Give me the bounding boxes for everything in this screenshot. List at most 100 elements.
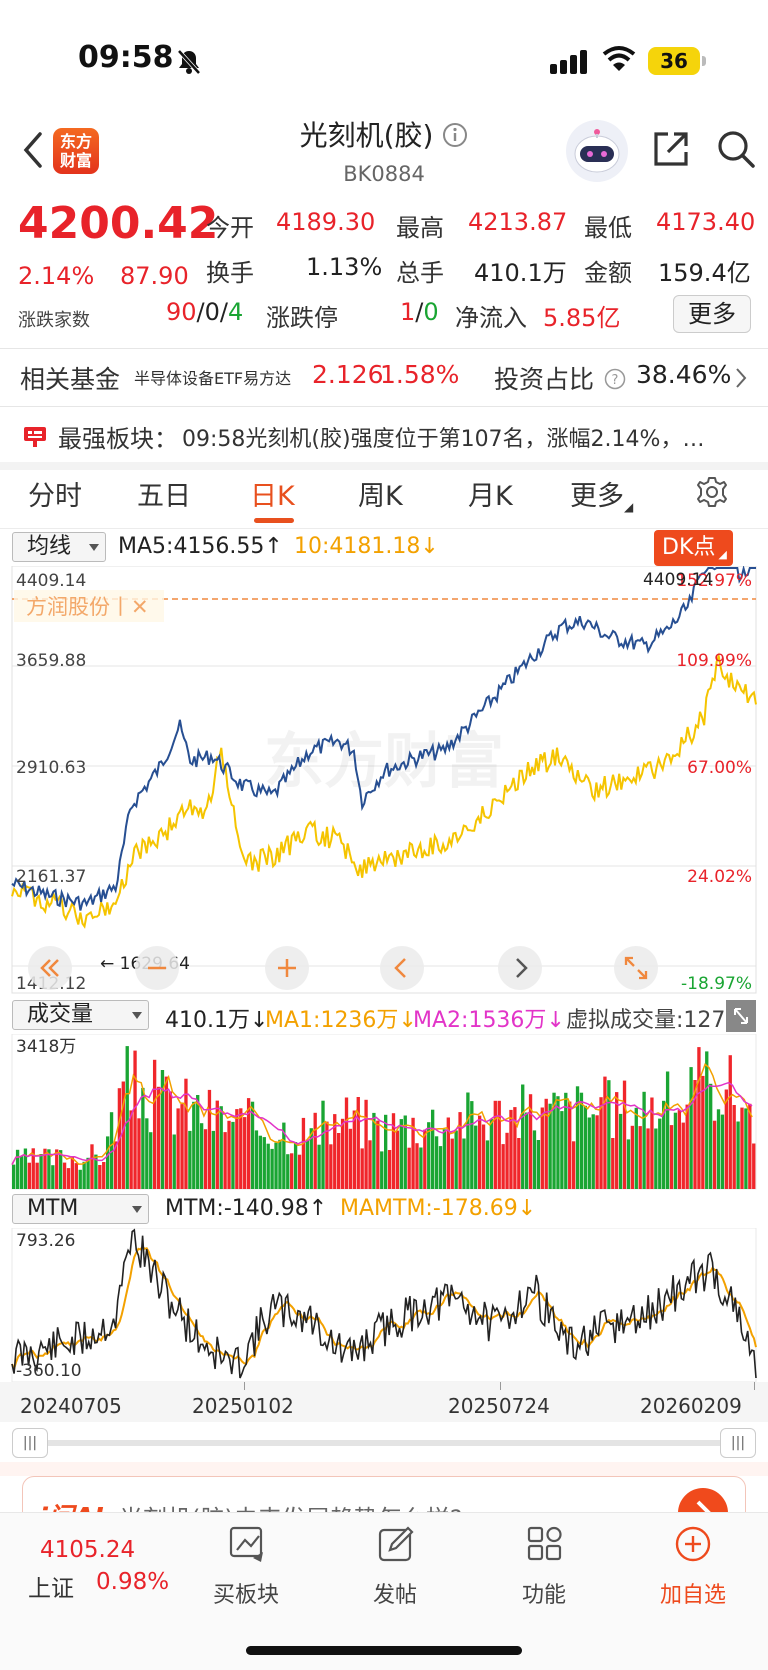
volume-bar (571, 1141, 576, 1189)
volume-bar (509, 1109, 513, 1189)
ranking-board-icon (24, 427, 46, 447)
diagonal-expand-icon (734, 1008, 748, 1024)
overlay-stock-tag[interactable]: 方润股份丨✕ (26, 595, 149, 619)
more-button[interactable]: 更多 (673, 295, 751, 333)
ma-selector[interactable]: 均线 (12, 532, 106, 562)
plus-icon (278, 959, 296, 977)
tab-intraday[interactable]: 分时 (28, 481, 82, 512)
scroll-right-button[interactable] (498, 946, 542, 990)
date-tick (754, 1382, 755, 1390)
vol-ma1-readout: MA1:1236万↓ (265, 1002, 417, 1034)
function-grid-icon[interactable] (523, 1522, 567, 1566)
function-label[interactable]: 功能 (521, 1583, 566, 1608)
divider (0, 406, 768, 407)
sh-index-change[interactable]: 0.98% (96, 1569, 170, 1595)
sh-index-value[interactable]: 4105.24 (40, 1537, 136, 1563)
amount-value: 159.4亿 (658, 259, 751, 287)
date-tick (500, 1382, 501, 1390)
post-edit-icon[interactable] (374, 1522, 418, 1566)
volume-bar (278, 1139, 282, 1189)
volume-bar (250, 1101, 255, 1189)
fullscreen-button[interactable] (614, 946, 658, 990)
volume-bar (301, 1117, 306, 1189)
kline-chart[interactable]: 东方财富 4409.14 3659.88 2910.63 2161.37 141… (0, 566, 768, 994)
back-arrow-icon[interactable] (18, 128, 46, 172)
svg-text:?: ? (612, 373, 619, 388)
add-watchlist-label[interactable]: 加自选 (659, 1583, 726, 1608)
volume-bar (685, 1104, 689, 1189)
volume-chart[interactable]: 3418万 (0, 1034, 768, 1190)
volume-bar (595, 1115, 599, 1189)
sector-name: 光刻机(胶) (299, 119, 434, 152)
settings-gear-icon[interactable] (695, 475, 729, 509)
breadth-label: 涨跌家数 (18, 310, 90, 331)
mtm-chart[interactable]: 793.26 -360.10 (0, 1228, 768, 1382)
zoom-in-button[interactable] (265, 946, 309, 990)
volume-bar (532, 1130, 537, 1189)
slider-right-handle[interactable]: ||| (720, 1428, 756, 1458)
volume-bar (156, 1086, 161, 1189)
date-label-1: 20250102 (192, 1394, 294, 1418)
scroll-left-button[interactable] (380, 946, 424, 990)
last-price: 4200.42 (18, 198, 219, 249)
tab-weekly-k[interactable]: 周K (358, 481, 403, 512)
down-arrow-icon: ↓ (517, 1196, 537, 1221)
volume-bar (650, 1097, 654, 1189)
share-icon[interactable] (650, 128, 692, 170)
volume-bar (113, 1141, 118, 1189)
volume-readout: 410.1万↓ (165, 1002, 268, 1034)
strongest-sector-row[interactable]: 最强板块： 09:58光刻机(胶)强度位于第107名，涨幅2.14%，… (0, 414, 768, 464)
buy-sector-label[interactable]: 买板块 (212, 1583, 279, 1608)
battery-tip (702, 56, 706, 66)
wifi-icon (602, 46, 636, 71)
volume-bar (70, 1157, 75, 1189)
volume-bar (395, 1130, 400, 1189)
scroll-left-fast-button[interactable] (28, 946, 72, 990)
volume-bar (462, 1138, 466, 1189)
bottom-toolbar (0, 1512, 768, 1670)
related-fund-row[interactable]: 相关基金 半导体设备ETF易方达 2.126 1.58% 投资占比 ? 38.4… (0, 354, 768, 402)
search-icon[interactable] (715, 128, 757, 170)
volume-bar (160, 1070, 165, 1189)
expand-panel-button[interactable] (726, 1000, 756, 1032)
volume-bar (360, 1148, 364, 1189)
volume-top-label: 3418万 (16, 1037, 76, 1057)
volume-bar (689, 1067, 693, 1189)
robot-avatar[interactable] (566, 120, 628, 182)
buy-sector-icon[interactable] (225, 1522, 269, 1566)
post-label[interactable]: 发帖 (372, 1583, 417, 1608)
volume-bar (258, 1135, 263, 1189)
vol-ma2-value: MA2:1536万 (413, 1008, 547, 1033)
volume-selector[interactable]: 成交量 (12, 1000, 149, 1030)
sh-index-label[interactable]: 上证 (28, 1576, 74, 1602)
volume-bar (282, 1122, 286, 1189)
strong-text: 09:58光刻机(胶)强度位于第107名，涨幅2.14%，… (182, 427, 705, 452)
help-icon[interactable]: ? (604, 368, 626, 390)
virtual-volume: 虚拟成交量:1272万 (566, 1008, 726, 1033)
dropdown-icon (132, 1012, 142, 1019)
slider-left-handle[interactable]: ||| (12, 1428, 48, 1458)
volume-bar (254, 1130, 259, 1189)
tab-monthly-k[interactable]: 月K (468, 481, 513, 512)
add-watchlist-icon[interactable] (671, 1522, 715, 1566)
y-label-0: 4409.14 (16, 571, 86, 591)
volume-bar (752, 1143, 756, 1189)
volume-bar (35, 1162, 39, 1189)
tab-daily-k[interactable]: 日K (250, 481, 295, 512)
fund-name: 半导体设备ETF易方达 (134, 369, 292, 388)
volume-bar (368, 1140, 372, 1189)
volume-bar (536, 1140, 541, 1189)
range-slider[interactable]: ||| ||| (12, 1428, 756, 1458)
tab-five-day[interactable]: 五日 (137, 481, 191, 512)
index-comparison-line (11, 652, 757, 929)
dk-point-button[interactable]: DK点 ◢ (654, 530, 733, 566)
zoom-out-button[interactable] (135, 946, 179, 990)
tab-more[interactable]: 更多◢ (570, 474, 633, 514)
info-icon[interactable] (442, 122, 468, 148)
volume-bar (58, 1150, 63, 1189)
mtm-selector[interactable]: MTM (12, 1194, 149, 1224)
dk-point-label: DK点 (662, 535, 716, 560)
volume-bar (544, 1098, 548, 1189)
ratio-value: 38.46% (636, 360, 732, 389)
dropdown-icon (132, 1206, 142, 1213)
